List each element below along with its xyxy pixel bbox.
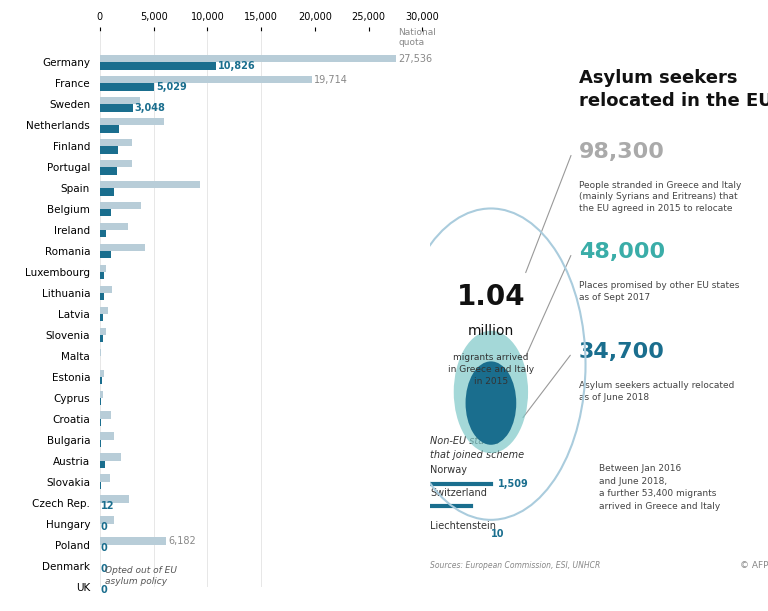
Bar: [100, 265, 106, 272]
Bar: [100, 146, 118, 153]
Bar: [100, 461, 104, 468]
Text: migrants arrived
in Greece and Italy
in 2015: migrants arrived in Greece and Italy in …: [448, 353, 534, 386]
Bar: [100, 327, 106, 335]
Bar: [100, 76, 312, 83]
Text: Asylum seekers
relocated in the EU: Asylum seekers relocated in the EU: [579, 70, 768, 109]
Text: People stranded in Greece and Italy
(mainly Syrians and Eritreans) that
the EU a: People stranded in Greece and Italy (mai…: [579, 181, 741, 213]
Bar: [100, 411, 111, 419]
Bar: [100, 104, 133, 112]
Text: Opted out of EU
asylum policy: Opted out of EU asylum policy: [105, 566, 177, 586]
Bar: [100, 167, 117, 175]
Text: Places promised by other EU states
as of Sept 2017: Places promised by other EU states as of…: [579, 281, 739, 302]
Text: 0: 0: [101, 565, 107, 574]
Text: 6,182: 6,182: [168, 536, 196, 546]
Bar: [100, 390, 103, 398]
Bar: [100, 244, 145, 251]
Text: National
quota: National quota: [398, 27, 436, 47]
Text: 27,536: 27,536: [398, 54, 432, 64]
Text: 0: 0: [101, 543, 107, 554]
Circle shape: [465, 361, 516, 445]
Text: 10: 10: [491, 529, 505, 539]
Bar: [100, 181, 200, 188]
Bar: [100, 516, 114, 524]
Text: 1,509: 1,509: [498, 478, 528, 489]
Bar: [100, 370, 104, 377]
Bar: [100, 83, 154, 90]
Bar: [100, 307, 108, 314]
Bar: [100, 118, 164, 125]
Bar: [100, 272, 104, 279]
Bar: [100, 293, 104, 301]
Text: 48,000: 48,000: [579, 242, 665, 262]
Bar: [100, 139, 132, 146]
Bar: [100, 481, 101, 489]
Text: million: million: [468, 324, 514, 338]
Text: Between Jan 2016
and June 2018,
a further 53,400 migrants
arrived in Greece and : Between Jan 2016 and June 2018, a furthe…: [599, 464, 720, 511]
Text: Liechtenstein: Liechtenstein: [430, 521, 496, 531]
Text: 1.04: 1.04: [457, 284, 525, 312]
Bar: [100, 335, 103, 342]
Bar: [100, 125, 118, 133]
Bar: [100, 537, 167, 544]
Text: Sources: European Commission, ESI, UNHCR: Sources: European Commission, ESI, UNHCR: [430, 561, 601, 570]
Text: 12: 12: [101, 502, 114, 511]
Bar: [100, 251, 111, 258]
Bar: [100, 223, 128, 230]
Text: Norway: Norway: [430, 466, 467, 475]
Bar: [100, 349, 101, 356]
Bar: [100, 377, 101, 384]
Text: © AFP: © AFP: [740, 561, 768, 570]
Bar: [100, 433, 114, 440]
Bar: [100, 286, 111, 293]
Text: 0: 0: [101, 522, 107, 532]
Text: 98,300: 98,300: [579, 142, 664, 162]
Bar: [100, 474, 110, 481]
Text: 0: 0: [101, 585, 107, 595]
Bar: [100, 230, 106, 238]
Bar: [100, 496, 129, 503]
Circle shape: [454, 331, 528, 453]
Text: 10,826: 10,826: [218, 61, 256, 71]
Text: 19,714: 19,714: [314, 75, 348, 85]
Text: 3,048: 3,048: [134, 103, 166, 113]
Bar: [100, 188, 114, 196]
Text: 34,700: 34,700: [579, 342, 664, 362]
Bar: [100, 62, 217, 70]
Text: Switzerland: Switzerland: [430, 488, 487, 497]
Text: Asylum seekers actually relocated
as of June 2018: Asylum seekers actually relocated as of …: [579, 381, 734, 401]
Bar: [100, 209, 111, 216]
Bar: [100, 453, 121, 461]
Bar: [100, 314, 104, 321]
Bar: [100, 97, 140, 104]
Bar: [100, 160, 131, 167]
Text: Non-EU states
that joined scheme: Non-EU states that joined scheme: [430, 436, 525, 459]
Bar: [100, 55, 396, 62]
Bar: [100, 202, 141, 209]
Bar: [100, 398, 101, 405]
Text: 5,029: 5,029: [156, 82, 187, 92]
